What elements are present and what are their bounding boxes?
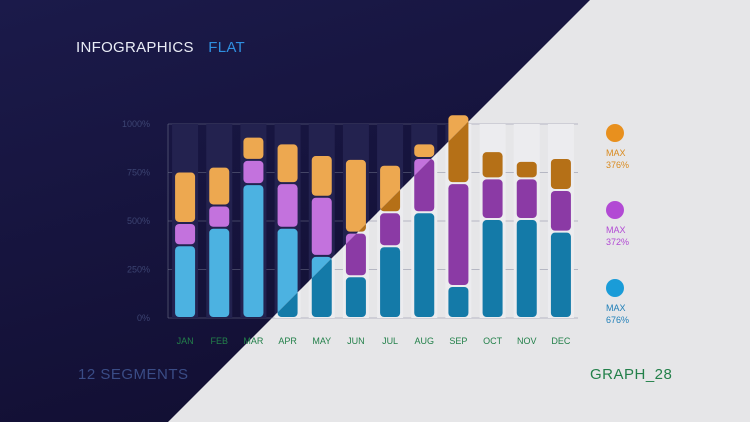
x-tick-label: OCT bbox=[483, 336, 503, 346]
bar-segment-jan-1 bbox=[175, 246, 196, 317]
legend-dot-orange bbox=[606, 124, 624, 142]
x-tick-label: FEB bbox=[210, 336, 228, 346]
bar-segment-jun-1 bbox=[345, 277, 366, 317]
legend-item-bottom: MAX 676% bbox=[606, 279, 646, 326]
bar-segment-oct-1 bbox=[482, 220, 503, 317]
bar-segment-oct-2 bbox=[482, 179, 503, 219]
legend-item-top: MAX 376% bbox=[606, 124, 646, 171]
segments-caption: 12 SEGMENTS bbox=[78, 366, 189, 383]
y-tick-labels: 0% 250% 500% 750% 1000% bbox=[122, 119, 150, 323]
legend-label: MAX bbox=[606, 148, 626, 158]
x-tick-labels: JAN FEB MAR APR MAY JUN JUL AUG SEP OCT NOV DEC bbox=[177, 336, 571, 346]
grid-lines bbox=[167, 123, 578, 319]
bar-segment-jun-2 bbox=[345, 233, 366, 276]
bar-segment-mar-2 bbox=[243, 160, 264, 184]
bar-segment-sep-2 bbox=[448, 184, 469, 285]
y-tick-label: 750% bbox=[127, 168, 150, 178]
bar-segment-nov-1 bbox=[516, 220, 537, 317]
x-tick-label: JUN bbox=[347, 336, 365, 346]
bar-segment-may-2 bbox=[311, 197, 332, 255]
legend-dot-blue bbox=[606, 279, 624, 297]
legend-label: MAX bbox=[606, 303, 626, 313]
bar-segment-aug-3 bbox=[414, 144, 435, 157]
y-tick-label: 1000% bbox=[122, 119, 150, 129]
bar-segment-jun-3 bbox=[345, 159, 366, 232]
legend-value: 676% bbox=[606, 315, 630, 325]
legend-dot-purple bbox=[606, 201, 624, 219]
bar-segment-mar-1 bbox=[243, 185, 264, 317]
title-accent: FLAT bbox=[208, 39, 246, 56]
graph-id-caption: GRAPH_28 bbox=[590, 366, 673, 383]
y-tick-label: 500% bbox=[127, 216, 150, 226]
bars-light-side bbox=[172, 115, 574, 318]
x-tick-label: MAR bbox=[243, 336, 264, 346]
legend-item-middle: MAX 372% bbox=[606, 201, 646, 248]
x-tick-label: SEP bbox=[449, 336, 467, 346]
bar-segment-feb-3 bbox=[209, 167, 230, 205]
bar-segment-nov-2 bbox=[516, 179, 537, 219]
bar-segment-dec-3 bbox=[550, 158, 571, 189]
bar-segment-dec-2 bbox=[550, 190, 571, 231]
y-tick-label: 250% bbox=[127, 265, 150, 275]
bar-segment-aug-1 bbox=[414, 213, 435, 317]
page-title: INFOGRAPHICS FLAT bbox=[76, 39, 245, 56]
bar-segment-jul-1 bbox=[380, 247, 401, 317]
bar-segment-apr-2 bbox=[277, 184, 298, 227]
legend-value: 376% bbox=[606, 160, 630, 170]
title-main: INFOGRAPHICS bbox=[76, 39, 194, 56]
x-tick-label: AUG bbox=[414, 336, 434, 346]
bar-segment-jan-2 bbox=[175, 223, 196, 245]
x-tick-label: JUL bbox=[382, 336, 398, 346]
bar-segment-nov-3 bbox=[516, 161, 537, 178]
x-tick-label: JAN bbox=[177, 336, 194, 346]
x-tick-label: MAY bbox=[312, 336, 331, 346]
bar-segment-sep-1 bbox=[448, 286, 469, 317]
legend-value: 372% bbox=[606, 237, 630, 247]
bar-segment-aug-2 bbox=[414, 158, 435, 212]
legend-label: MAX bbox=[606, 225, 626, 235]
x-tick-label: NOV bbox=[517, 336, 537, 346]
bar-segment-feb-2 bbox=[209, 206, 230, 227]
y-tick-label: 0% bbox=[137, 313, 150, 323]
bar-segment-apr-3 bbox=[277, 144, 298, 183]
bar-segment-may-3 bbox=[311, 156, 332, 196]
x-tick-label: APR bbox=[278, 336, 297, 346]
x-tick-label: DEC bbox=[551, 336, 571, 346]
bars-dark-side bbox=[172, 115, 574, 318]
bar-segment-jan-3 bbox=[175, 172, 196, 222]
bar-segment-apr-1 bbox=[277, 228, 298, 317]
bar-segment-jul-2 bbox=[380, 213, 401, 246]
bar-segment-oct-3 bbox=[482, 152, 503, 178]
bar-segment-mar-3 bbox=[243, 137, 264, 159]
bar-segment-dec-1 bbox=[550, 232, 571, 317]
bar-segment-feb-1 bbox=[209, 228, 230, 317]
